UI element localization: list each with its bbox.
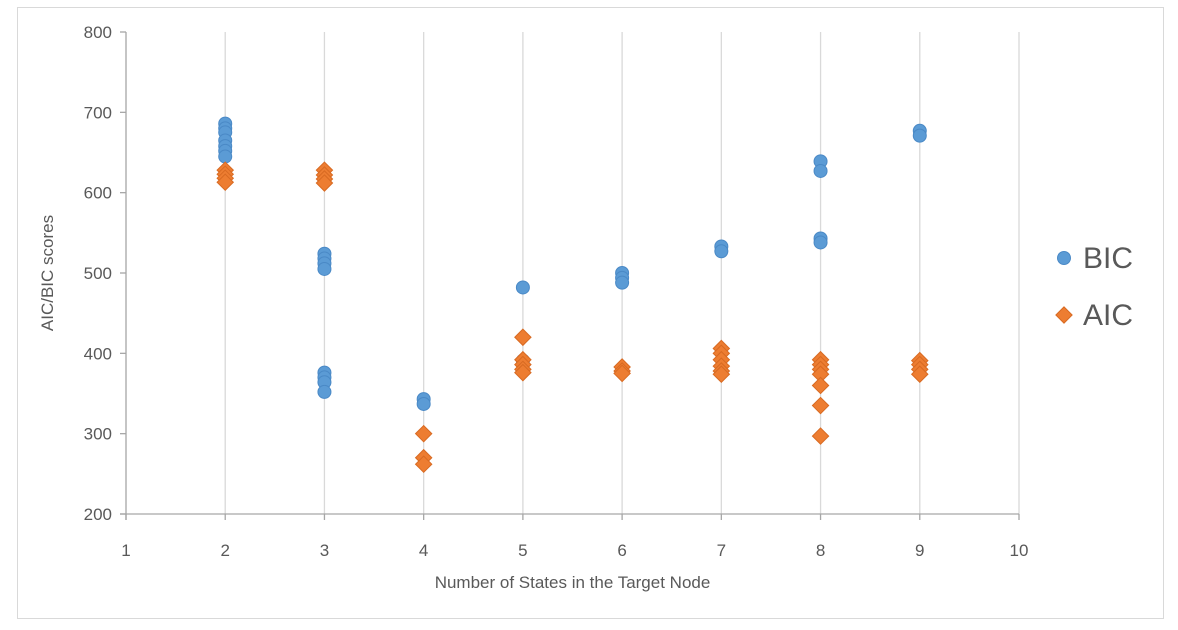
x-tick-label: 4 [419,541,428,560]
x-tick-label: 6 [617,541,626,560]
aic-point [910,365,929,384]
x-tick-label: 3 [320,541,329,560]
bic-point [317,384,332,399]
aic-point [514,328,532,347]
y-axis-title: AIC/BIC scores [38,215,57,331]
bic-point [714,244,729,259]
bic-point [515,280,530,295]
aic-point [712,365,731,384]
bic-point [317,261,332,276]
legend: BIC AIC [1055,242,1133,332]
aic-point [514,363,532,382]
bic-point [218,149,233,164]
aic-legend-label: AIC [1083,299,1133,332]
y-tick-label: 400 [84,344,112,363]
y-tick-label: 500 [84,264,112,283]
x-tick-label: 1 [121,541,130,560]
aic-series [216,161,929,474]
tick-labels: 200 300 400 500 600 700 800 1 2 3 4 5 6 7 8 9 10 [84,23,1029,560]
aic-point [414,424,433,443]
x-tick-label: 10 [1010,541,1029,560]
y-tick-label: 800 [84,23,112,42]
aic-point [613,364,631,383]
x-tick-label: 9 [915,541,924,560]
aic-legend-marker [1055,306,1073,324]
aic-point [315,174,334,192]
aic-point [216,173,235,192]
y-tick-label: 700 [84,103,112,122]
x-tick-label: 2 [220,541,229,560]
bic-point [615,275,630,290]
aic-point [811,376,830,395]
bic-legend-label: BIC [1083,242,1133,275]
bic-point [813,235,828,250]
bic-point [416,396,431,411]
x-tick-label: 8 [816,541,825,560]
y-tick-label: 600 [84,184,112,203]
aic-point [414,455,433,474]
bic-legend-marker [1057,251,1071,265]
aic-point [811,427,830,445]
x-tick-label: 5 [518,541,527,560]
y-tick-label: 200 [84,505,112,524]
x-tick-label: 7 [717,541,726,560]
y-tick-label: 300 [84,425,112,444]
bic-point [912,128,927,143]
data-points [216,116,929,474]
aic-point [811,396,830,415]
chart-frame [17,7,1164,619]
axes [120,31,1020,520]
x-axis-title: Number of States in the Target Node [435,573,711,592]
bic-point [813,163,828,178]
